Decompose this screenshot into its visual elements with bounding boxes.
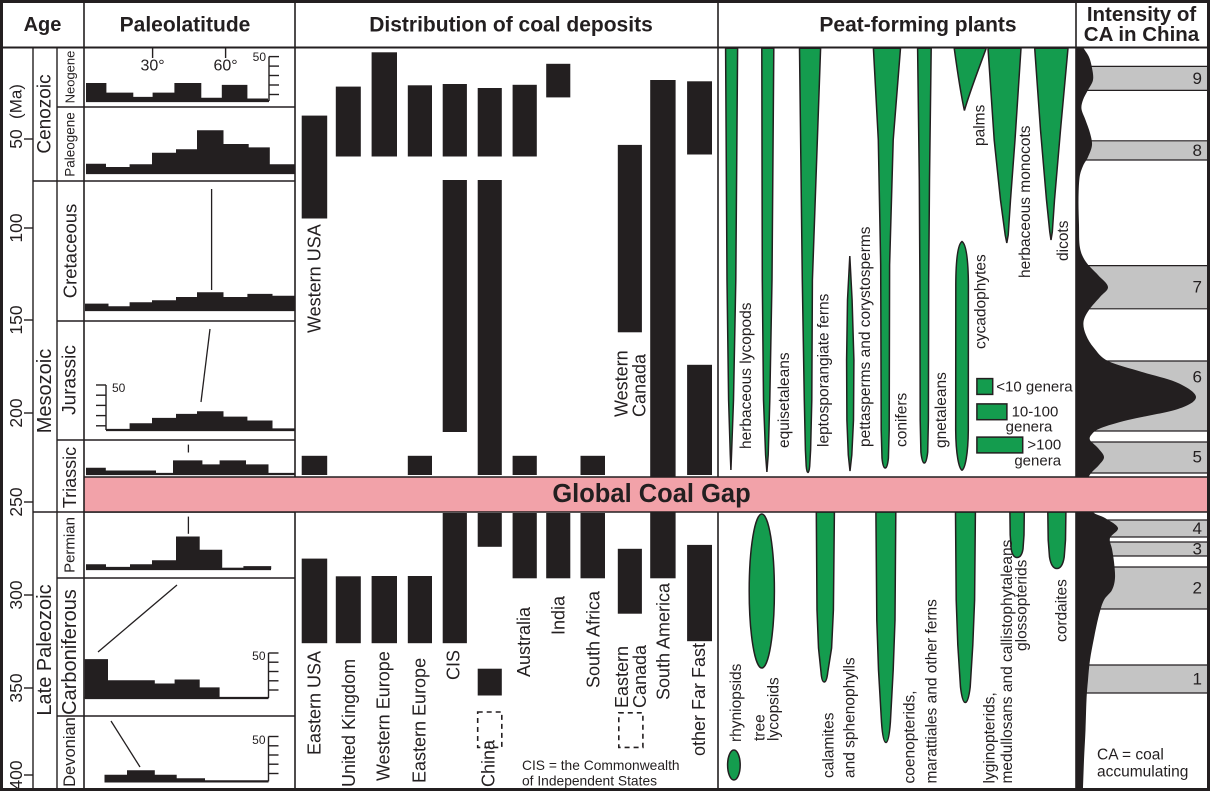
svg-text:China: China: [479, 739, 499, 787]
svg-text:Western: Western: [612, 350, 632, 417]
svg-text:of Independent States: of Independent States: [522, 774, 657, 789]
svg-text:Cretaceous: Cretaceous: [60, 204, 81, 299]
svg-text:Australia: Australia: [514, 606, 534, 677]
svg-text:Jurassic: Jurassic: [60, 345, 81, 415]
svg-text:9: 9: [1193, 69, 1202, 88]
svg-text:and sphenophylls: and sphenophylls: [842, 657, 859, 778]
svg-text:50: 50: [252, 649, 266, 663]
svg-text:genera: genera: [1006, 419, 1053, 436]
svg-text:Late Paleozoic: Late Paleozoic: [34, 584, 56, 715]
svg-text:conifers: conifers: [894, 392, 911, 447]
svg-text:genera: genera: [1014, 453, 1061, 470]
svg-text:rhyniopsids: rhyniopsids: [728, 663, 745, 742]
svg-text:350: 350: [6, 673, 26, 702]
svg-text:South Africa: South Africa: [584, 590, 604, 688]
svg-text:coenopterids,: coenopterids,: [902, 690, 919, 783]
svg-text:palms: palms: [972, 104, 989, 146]
svg-text:1: 1: [1193, 670, 1202, 689]
svg-text:CA = coal: CA = coal: [1097, 747, 1164, 764]
svg-text:>100: >100: [1027, 437, 1061, 454]
svg-text:Permian: Permian: [62, 517, 79, 573]
svg-text:CA in China: CA in China: [1084, 23, 1200, 46]
svg-text:marattiales and other ferns: marattiales and other ferns: [924, 599, 941, 784]
svg-text:Canada: Canada: [630, 644, 650, 708]
svg-text:Eastern Europe: Eastern Europe: [410, 658, 430, 783]
svg-text:cordaites: cordaites: [1054, 579, 1071, 642]
svg-text:Paleolatitude: Paleolatitude: [120, 14, 251, 37]
svg-text:leptosporangiate ferns: leptosporangiate ferns: [816, 293, 833, 447]
svg-text:Global Coal Gap: Global Coal Gap: [552, 480, 750, 508]
svg-text:50: 50: [252, 733, 266, 747]
svg-text:Paleogene: Paleogene: [63, 112, 78, 177]
svg-text:dicots: dicots: [1055, 220, 1072, 261]
svg-text:CIS: CIS: [444, 650, 464, 680]
svg-text:3: 3: [1193, 540, 1202, 559]
svg-text:(Ma): (Ma): [7, 84, 26, 119]
svg-text:7: 7: [1193, 278, 1202, 297]
svg-text:herbaceous monocots: herbaceous monocots: [1017, 125, 1034, 278]
svg-text:accumulating: accumulating: [1097, 764, 1188, 781]
svg-text:250: 250: [6, 487, 26, 516]
svg-text:tree: tree: [752, 714, 769, 741]
svg-text:lyginopterids,: lyginopterids,: [982, 692, 999, 783]
svg-text:India: India: [549, 595, 569, 635]
svg-text:herbaceous lycopods: herbaceous lycopods: [738, 302, 755, 449]
svg-text:50: 50: [112, 381, 126, 395]
svg-text:<10 genera: <10 genera: [996, 378, 1073, 395]
svg-text:Carboniferous: Carboniferous: [59, 589, 81, 715]
svg-text:calamites: calamites: [821, 712, 838, 778]
svg-text:6: 6: [1193, 368, 1202, 387]
svg-text:other Far Fast: other Far Fast: [689, 643, 709, 756]
svg-text:400: 400: [6, 760, 26, 789]
svg-text:8: 8: [1193, 141, 1202, 160]
svg-text:medullosans and callistophytal: medullosans and callistophytaleans: [999, 539, 1016, 783]
svg-text:10-100: 10-100: [1012, 404, 1059, 421]
svg-text:Devonian: Devonian: [61, 717, 79, 787]
svg-text:Age: Age: [24, 14, 62, 36]
svg-text:Western Europe: Western Europe: [374, 651, 394, 781]
svg-text:Eastern: Eastern: [612, 646, 632, 708]
svg-text:Peat-forming plants: Peat-forming plants: [819, 14, 1016, 37]
svg-text:5: 5: [1193, 448, 1202, 467]
svg-text:150: 150: [6, 305, 26, 334]
svg-text:Mesozoic: Mesozoic: [34, 349, 56, 433]
svg-text:Western USA: Western USA: [305, 224, 325, 333]
svg-text:South America: South America: [654, 582, 674, 700]
svg-text:4: 4: [1193, 519, 1202, 538]
svg-text:CIS = the Commonwealth: CIS = the Commonwealth: [522, 758, 680, 773]
svg-text:100: 100: [6, 213, 26, 242]
svg-text:Eastern USA: Eastern USA: [305, 651, 325, 755]
svg-text:Neogene: Neogene: [63, 51, 78, 104]
svg-text:Triassic: Triassic: [60, 447, 80, 508]
svg-text:cycadophytes: cycadophytes: [973, 254, 990, 349]
svg-text:300: 300: [6, 580, 26, 609]
svg-text:glossopterids: glossopterids: [1014, 559, 1031, 651]
svg-text:Intensity of: Intensity of: [1087, 3, 1197, 26]
svg-text:lycopsids: lycopsids: [766, 677, 783, 741]
svg-text:equisetaleans: equisetaleans: [776, 352, 793, 448]
svg-text:30°: 30°: [140, 58, 164, 75]
svg-text:pettasperms and corystosperms: pettasperms and corystosperms: [857, 226, 874, 447]
svg-text:Distribution of coal deposits: Distribution of coal deposits: [369, 14, 653, 37]
svg-text:50: 50: [253, 50, 267, 64]
svg-text:2: 2: [1193, 579, 1202, 598]
svg-text:gnetaleans: gnetaleans: [933, 372, 950, 448]
svg-text:50: 50: [6, 129, 26, 149]
svg-text:Canada: Canada: [630, 353, 650, 417]
svg-text:200: 200: [6, 398, 26, 427]
svg-text:60°: 60°: [213, 58, 237, 75]
svg-text:United Kingdom: United Kingdom: [339, 659, 359, 787]
svg-text:Cenozoic: Cenozoic: [35, 74, 56, 153]
